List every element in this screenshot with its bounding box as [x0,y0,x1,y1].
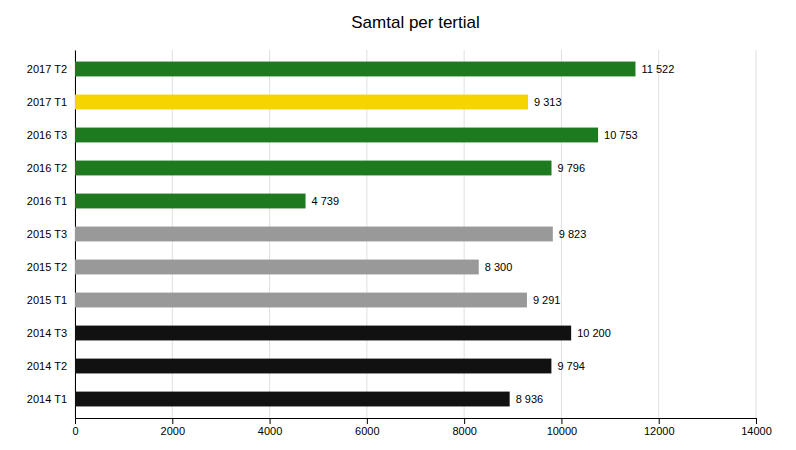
data-label: 9 313 [534,96,562,108]
y-tick-label: 2014 T2 [27,360,67,372]
bar [75,293,527,308]
data-label: 9 796 [558,162,586,174]
x-tick-label: 14000 [741,425,772,437]
bar [75,260,479,275]
x-tick-label: 6000 [355,425,379,437]
bar [75,392,510,407]
x-tick: 14000 [741,418,772,437]
bar [75,194,306,209]
data-label: 10 753 [604,129,638,141]
data-label: 8 936 [516,393,544,405]
data-label: 8 300 [485,261,513,273]
plot: 020004000600080001000012000140002017 T22… [27,50,772,437]
data-label: 11 522 [641,63,674,75]
y-tick: 2014 T2 [27,360,67,372]
x-tick-label: 8000 [452,425,476,437]
data-labels: 11 522 9 313 10 753 9 796 4 739 9 823 8 300 9 2… [312,63,675,405]
x-tick: 4000 [258,418,282,437]
y-tick: 2014 T1 [27,393,67,405]
x-tick-label: 10000 [547,425,578,437]
grid-line [658,50,659,418]
data-label: 9 291 [533,294,561,306]
y-tick: 2016 T2 [27,162,67,174]
grid-line [756,50,757,418]
y-tick: 2016 T1 [27,195,67,207]
x-tick-mark [172,418,173,424]
bar [75,359,551,374]
y-tick: 2017 T2 [27,62,67,74]
title: Samtal per tertial [351,13,480,32]
x-tick-mark [367,418,368,424]
y-tick: 2014 T3 [27,327,67,339]
data-label: 10 200 [577,327,611,339]
y-tick: 2015 T2 [27,261,67,273]
data-label: 9 794 [557,360,585,372]
x-tick: 8000 [452,418,476,437]
x-tick: 12000 [644,418,675,437]
grid [75,50,756,418]
y-tick-label: 2016 T3 [27,129,67,141]
y-tick-label: 2015 T1 [27,294,67,306]
x-tick: 6000 [355,418,379,437]
y-tick-label: 2016 T1 [27,195,67,207]
y-tick-label: 2014 T3 [27,327,67,339]
x-tick-mark [464,418,465,424]
x-tick-label: 0 [72,425,78,437]
x-tick-mark [659,418,660,424]
y-tick: 2016 T3 [27,129,67,141]
y-tick-label: 2017 T2 [27,62,67,74]
x-tick: 0 [72,418,78,437]
data-label: 9 823 [559,228,587,240]
y-tick-label: 2015 T3 [27,228,67,240]
y-tick-label: 2014 T1 [27,393,67,405]
bar [75,161,552,176]
x-tick-label: 12000 [644,425,675,437]
y-tick: 2015 T1 [27,294,67,306]
x-tick-label: 2000 [161,425,185,437]
x-tick: 10000 [547,418,578,437]
bar [75,128,598,143]
bars [75,62,635,407]
y-tick-label: 2017 T1 [27,96,67,108]
bar [75,227,553,242]
x-tick-mark [270,418,271,424]
x-tick-label: 4000 [258,425,282,437]
data-label: 4 739 [312,195,340,207]
y-axis: 2017 T2 2017 T1 2016 T3 2016 T2 2016 T1 2015 … [27,51,76,419]
y-tick: 2017 T1 [27,96,67,108]
x-tick-mark [756,418,757,424]
y-tick-label: 2015 T2 [27,261,67,273]
bar [75,95,528,110]
y-tick-label: 2016 T2 [27,162,67,174]
bar [75,326,571,341]
x-tick-mark [75,418,76,424]
x-tick: 2000 [161,418,185,437]
x-tick-mark [561,418,562,424]
chart: 020004000600080001000012000140002017 T22… [0,0,796,450]
x-axis-line [76,418,757,419]
bar [75,62,635,77]
x-axis: 0 2000 4000 6000 8000 10000 12000 14000 [72,418,771,437]
y-tick: 2015 T3 [27,228,67,240]
